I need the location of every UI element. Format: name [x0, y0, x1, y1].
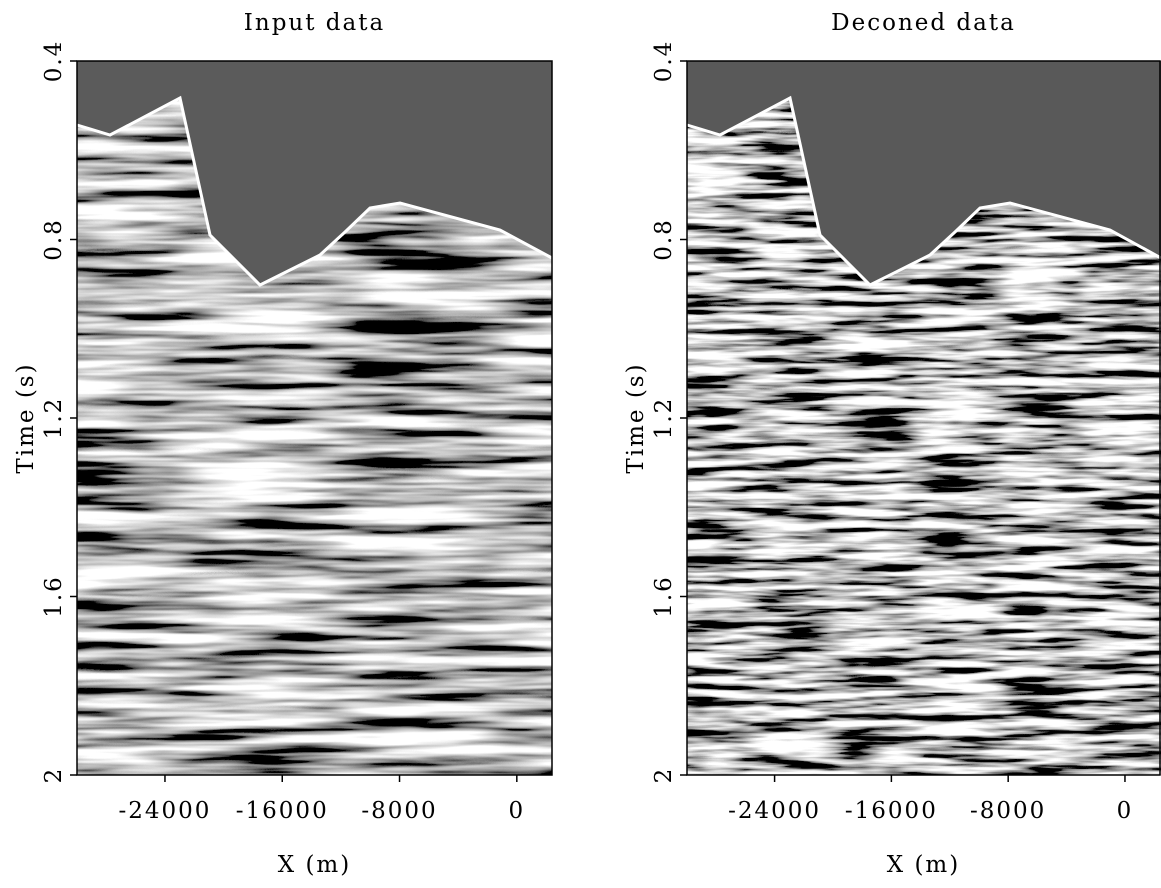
x-tick-label: -8000 — [361, 798, 437, 824]
x-axis-label: X (m) — [278, 852, 351, 878]
y-axis-label: Time (s) — [623, 362, 649, 473]
x-tick-label: -24000 — [728, 798, 821, 824]
seismic-image — [76, 61, 553, 775]
y-tick-label: 2 — [41, 767, 67, 784]
y-tick-label: 2 — [651, 767, 677, 784]
x-tick-label: -16000 — [845, 798, 938, 824]
x-tick-label: 0 — [1117, 798, 1134, 824]
x-tick-label: 0 — [508, 798, 525, 824]
panel-title: Deconed data — [831, 10, 1016, 36]
panel-title: Input data — [244, 10, 385, 36]
y-tick-label: 1.6 — [41, 575, 67, 618]
y-tick-label: 0.8 — [41, 218, 67, 261]
x-tick-label: -8000 — [970, 798, 1046, 824]
y-tick-label: 0.4 — [41, 40, 67, 83]
y-axis-label: Time (s) — [13, 362, 39, 473]
y-tick-label: 0.4 — [651, 40, 677, 83]
y-tick-label: 1.6 — [651, 575, 677, 618]
x-axis-label: X (m) — [887, 852, 960, 878]
x-tick-label: -16000 — [236, 798, 329, 824]
x-tick-label: -24000 — [118, 798, 211, 824]
y-tick-label: 1.2 — [651, 397, 677, 440]
seismic-image — [686, 61, 1161, 775]
y-tick-label: 0.8 — [651, 218, 677, 261]
y-tick-label: 1.2 — [41, 397, 67, 440]
